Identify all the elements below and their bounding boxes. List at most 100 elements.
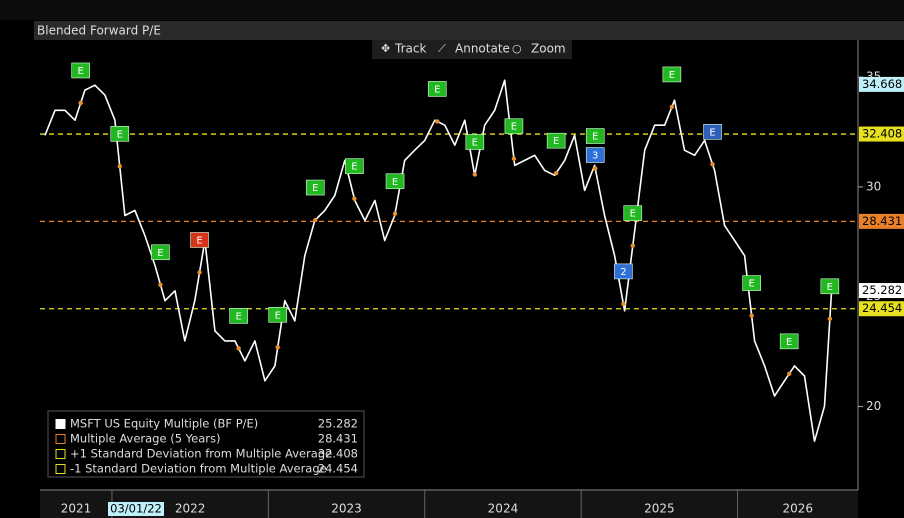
x-tick-label: 2026 [783,502,814,516]
event-label: E [669,70,675,81]
chart-title: Blended Forward P/E [37,24,161,38]
event-label: E [709,127,715,138]
y-tick-label: 20 [866,399,881,413]
event-label: E [392,177,398,188]
toolbar [372,40,572,59]
event-dot [710,162,715,167]
event-box [820,278,840,295]
x-axis-bar [40,490,858,518]
event-dot [275,345,280,350]
last-value-tag-bg [859,283,904,299]
event-dot [197,270,202,275]
event-box [110,126,130,142]
event-box [585,128,605,144]
event-label: E [630,209,636,220]
toolbar-zoom[interactable]: Zoom [531,42,566,56]
legend-label: -1 Standard Deviation from Multiple Aver… [70,462,327,476]
cursor-value-tag-bg [859,76,904,92]
event-label: E [827,282,833,293]
event-box [268,306,288,323]
event-box [662,66,682,83]
event-label: E [553,136,559,147]
event-label: E [312,183,318,194]
event-box [585,147,605,163]
legend-label: +1 Standard Deviation from Multiple Aver… [70,447,332,461]
legend-value: 28.431 [318,432,358,446]
legend-value: 24.454 [318,462,358,476]
title-bar [34,21,904,40]
event-dot [236,346,241,351]
event-label: E [157,248,163,259]
reference-tag-bg [859,301,904,317]
legend-label: MSFT US Equity Multiple (BF P/E) [70,417,258,431]
x-tick-label: 2024 [488,502,519,516]
toolbar-track[interactable]: Track [394,42,426,56]
event-box [465,134,485,150]
event-box [385,173,405,190]
top-strip [0,0,904,20]
event-label: E [275,310,281,321]
event-dot [630,243,635,248]
event-dot [553,170,559,176]
event-label: E [786,337,792,348]
legend-swatch [55,464,66,474]
y-tick-label: 30 [866,179,881,193]
toolbar-annotate[interactable]: Annotate [455,42,510,56]
event-dot [392,211,398,216]
event-dot [158,282,163,287]
legend-value: 25.282 [318,417,358,431]
event-label: E [78,66,84,77]
reference-tag: 28.431 [862,214,902,228]
event-label: E [748,279,754,290]
legend-value: 32.408 [318,447,358,461]
x-tick-label: 2025 [644,502,675,516]
last-value-tag: 25.282 [862,283,902,297]
event-box [71,62,90,79]
event-dot [593,166,598,171]
event-box [614,263,633,280]
event-box [504,118,524,135]
event-label: E [592,132,598,143]
toolbar-icon: ○ [512,42,522,55]
event-label: 2 [620,267,626,278]
event-label: E [351,162,357,173]
legend-swatch [55,449,66,459]
event-dot [669,104,675,110]
event-box [151,244,170,261]
reference-tag-bg [859,126,904,142]
event-box [623,205,643,221]
legend-label: Multiple Average (5 Years) [70,432,221,446]
event-dot [472,172,478,177]
event-box [546,132,566,149]
event-box [345,158,364,174]
event-label: E [117,129,123,140]
event-label: E [434,84,440,95]
legend-swatch [55,419,66,429]
event-dot [313,217,318,223]
event-dot [117,164,122,169]
event-box [427,81,447,97]
reference-tag: 24.454 [862,301,902,315]
event-box [190,232,209,248]
event-dot [621,301,626,307]
toolbar-icon: ✥ [381,42,390,55]
event-dot [827,316,833,321]
event-dot [749,313,754,318]
legend-box [47,410,365,478]
event-dot [78,100,83,106]
event-box [779,333,799,350]
x-tick-label: 2023 [331,502,362,516]
event-label: E [472,138,478,149]
event-label: 3 [592,151,598,162]
cursor-date-label: 03/01/22 [110,502,162,516]
event-label: E [511,122,517,133]
series-line [44,79,833,442]
event-label: E [235,311,241,322]
cursor-date-bg [108,502,164,516]
event-dot [352,196,357,201]
toolbar-icon: ⟋ [438,42,446,55]
event-dot [435,119,440,124]
x-tick-label: 2021 [61,502,92,516]
reference-tag: 32.408 [862,127,902,141]
